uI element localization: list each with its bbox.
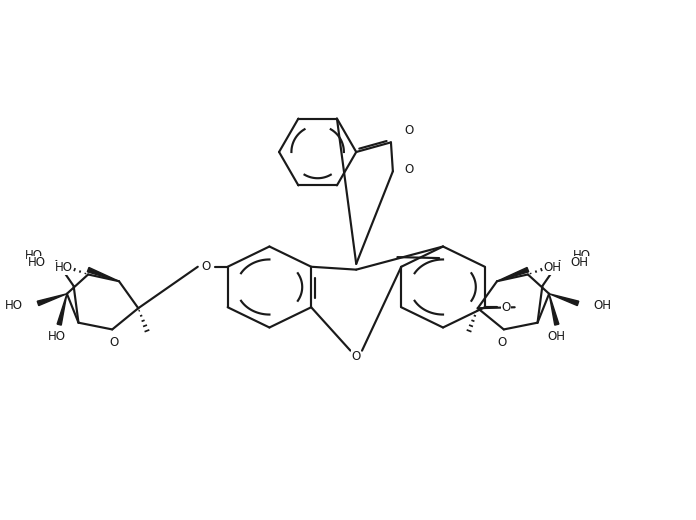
Text: OH: OH — [594, 299, 612, 312]
Text: HO: HO — [48, 330, 66, 343]
Text: OH: OH — [544, 261, 561, 274]
Polygon shape — [497, 267, 529, 281]
Polygon shape — [549, 294, 579, 306]
Text: OH: OH — [570, 256, 588, 269]
Text: O: O — [109, 336, 119, 349]
Text: OH: OH — [548, 330, 566, 343]
Text: O: O — [497, 336, 507, 349]
Text: O: O — [404, 124, 413, 137]
Text: O: O — [501, 301, 511, 314]
Text: HO: HO — [574, 249, 591, 262]
Text: HO: HO — [25, 249, 42, 262]
Polygon shape — [549, 294, 559, 325]
Text: O: O — [351, 350, 361, 363]
Text: HO: HO — [28, 256, 46, 269]
Text: HO: HO — [5, 299, 22, 312]
Text: O: O — [202, 260, 211, 273]
Polygon shape — [57, 294, 67, 325]
Text: HO: HO — [55, 261, 72, 274]
Polygon shape — [87, 267, 119, 281]
Text: O: O — [404, 163, 413, 176]
Polygon shape — [38, 294, 67, 306]
